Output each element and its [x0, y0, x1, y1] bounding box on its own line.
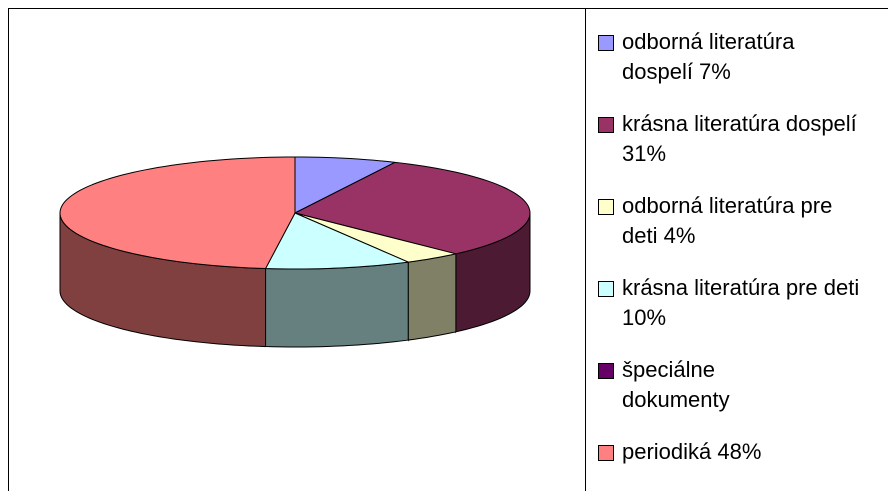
pie-slice	[294, 212, 457, 263]
legend-item: periodiká 48%	[598, 437, 862, 467]
legend-label: odborná literatúra pre deti 4%	[622, 193, 833, 248]
legend-swatch	[598, 199, 614, 215]
legend-swatch	[598, 363, 614, 379]
chart-border	[8, 8, 888, 491]
legend-swatch	[598, 445, 614, 461]
pie-slice	[294, 156, 396, 214]
legend-item: špeciálne dokumenty	[598, 355, 862, 415]
legend-label: odborná literatúra dospelí 7%	[622, 29, 795, 84]
pie-tops	[59, 156, 531, 270]
pie-side	[407, 253, 457, 342]
pie-slice	[294, 161, 531, 255]
legend-swatch	[598, 281, 614, 297]
legend-item: odborná literatúra pre deti 4%	[598, 191, 862, 251]
pie-walls	[59, 212, 531, 348]
legend-item: odborná literatúra dospelí 7%	[598, 27, 862, 87]
pie-slice	[59, 156, 296, 270]
pie-slice	[265, 212, 409, 270]
legend-swatch	[598, 35, 614, 51]
legend-item: krásna literatúra dospelí 31%	[598, 109, 862, 169]
pie-side	[265, 261, 409, 348]
legend-label: krásna literatúra dospelí 31%	[622, 111, 857, 166]
legend-item: krásna literatúra pre deti 10%	[598, 273, 862, 333]
legend-label: krásna literatúra pre deti 10%	[622, 275, 860, 330]
legend-swatch	[598, 117, 614, 133]
legend-label: periodiká 48%	[622, 439, 762, 464]
legend: odborná literatúra dospelí 7% krásna lite…	[598, 27, 862, 467]
legend-label: špeciálne dokumenty	[622, 357, 730, 412]
